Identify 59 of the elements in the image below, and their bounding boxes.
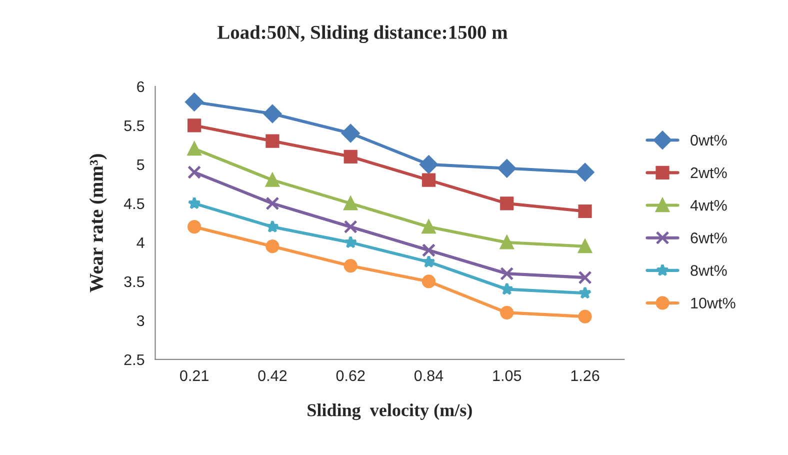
point [422,255,436,268]
point [500,282,514,295]
y-axis-title: Wear rate (mm³) [89,154,107,292]
point [422,243,436,258]
point [344,236,358,248]
x-tick-label: 0.62 [336,370,365,382]
point [422,173,436,187]
x-tick-label: 1.05 [493,370,522,382]
point [576,163,594,182]
point [266,240,280,254]
legend-label: 6wt% [690,232,727,244]
point [188,196,201,210]
y-tick-label: 6 [137,81,144,92]
point [185,92,204,112]
point [422,274,436,288]
point [263,104,282,123]
y-tick-label: 5 [136,159,144,170]
point [266,220,279,233]
y-tick-label: 3.5 [124,276,144,288]
point [344,196,358,210]
point [500,306,514,320]
chart-title: Load:50N, Sliding distance:1500 m [218,25,508,44]
y-tick-label: 5.5 [124,120,144,132]
point [266,134,280,148]
y-tick-label: 3 [136,315,144,326]
y-tick-label: 4 [136,237,144,248]
point [422,220,436,234]
x-tick-label: 1.26 [571,370,600,382]
point [578,286,592,299]
point [500,266,514,280]
x-tick-label: 0.84 [414,370,444,382]
point [578,310,592,324]
legend-label: 10wt% [691,298,736,308]
x-tick-label: 0.42 [258,370,287,382]
point [188,142,202,156]
point [344,220,358,234]
point [578,270,592,284]
y-tick-label: 2.5 [124,354,144,366]
point [500,196,514,210]
legend-label: 8wt% [690,265,727,276]
legend-label: 2wt% [690,167,727,178]
point [266,196,280,210]
point [344,259,358,273]
point [498,159,516,178]
point [578,240,592,254]
point [344,150,358,164]
x-tick-label: 0.21 [180,370,208,382]
legend-label: 4wt% [690,200,727,211]
point [420,155,438,174]
legend-label: 0wt% [690,134,727,146]
point [578,204,592,218]
point [341,124,360,142]
point [500,236,514,250]
point [266,173,280,187]
x-axis-title: Sliding velocity (m/s) [308,404,472,420]
point [188,220,202,234]
point [188,165,202,180]
y-tick-label: 4.5 [124,198,144,210]
point [188,118,202,132]
